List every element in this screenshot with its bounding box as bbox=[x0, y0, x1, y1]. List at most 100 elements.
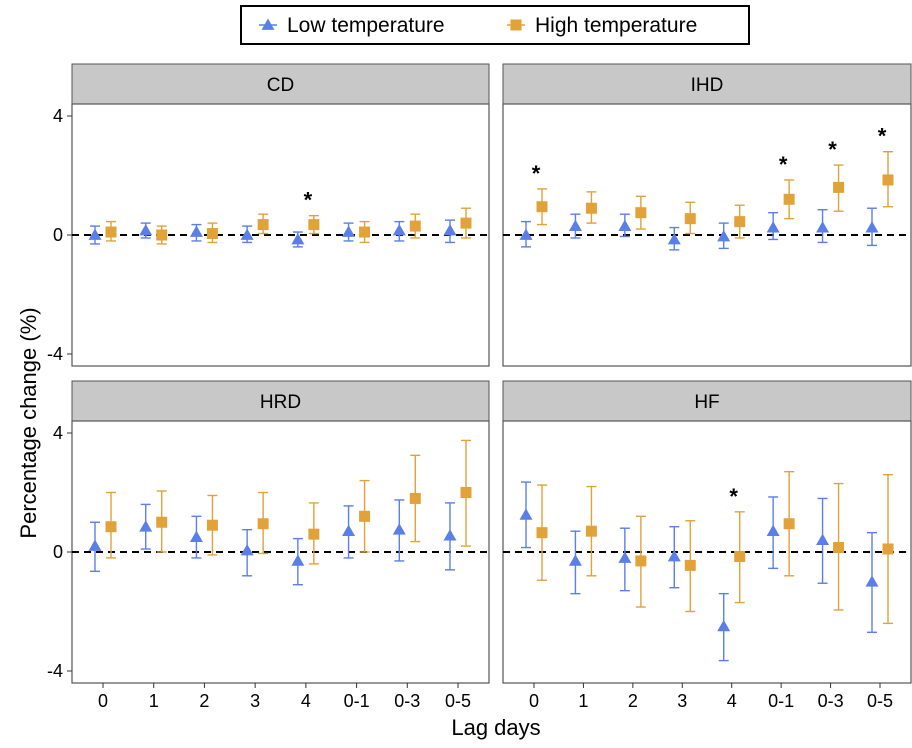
legend-entry: Low temperature bbox=[259, 14, 445, 37]
panel-ihd: IHD * * * * bbox=[502, 63, 912, 367]
x-tick-label: 1 bbox=[578, 691, 588, 711]
panel-title: IHD bbox=[691, 75, 724, 96]
data-point bbox=[618, 551, 632, 563]
data-point bbox=[257, 518, 269, 530]
significance-marker: * bbox=[878, 124, 887, 149]
data-point bbox=[618, 219, 632, 231]
x-tick-label: 0 bbox=[529, 691, 539, 711]
y-tick-label: -4 bbox=[47, 344, 63, 364]
data-point bbox=[783, 518, 795, 530]
data-point bbox=[409, 492, 421, 504]
data-point bbox=[635, 555, 647, 567]
data-point bbox=[684, 559, 696, 571]
legend-marker bbox=[510, 19, 522, 31]
significance-marker: * bbox=[828, 137, 837, 162]
y-tick-label: 0 bbox=[53, 225, 63, 245]
x-tick-label: 0-1 bbox=[344, 691, 370, 711]
series-high-temperature bbox=[536, 470, 894, 625]
data-point bbox=[717, 619, 731, 632]
y-axis-title: Percentage change (%) bbox=[16, 307, 41, 538]
data-point bbox=[585, 202, 597, 214]
data-point bbox=[519, 508, 533, 520]
data-point bbox=[766, 221, 780, 233]
data-point bbox=[684, 213, 696, 225]
significance-marker: * bbox=[729, 484, 738, 509]
x-tick-label: 4 bbox=[301, 691, 311, 711]
legend-label: High temperature bbox=[535, 14, 697, 37]
series-high-temperature bbox=[536, 150, 894, 239]
data-point bbox=[865, 575, 879, 587]
panel-hf: HF 0 1 2 3 4 0-1 0-3 0-5 * bbox=[502, 380, 912, 711]
panel-strip bbox=[71, 63, 490, 105]
significance-marker: * bbox=[779, 152, 788, 177]
data-point bbox=[88, 539, 102, 551]
series-high-temperature bbox=[105, 207, 472, 245]
series-low-temperature bbox=[88, 499, 457, 586]
data-point bbox=[635, 207, 647, 219]
data-point bbox=[882, 174, 894, 186]
data-point bbox=[536, 527, 548, 539]
data-point bbox=[667, 549, 681, 562]
data-point bbox=[189, 530, 203, 542]
data-point bbox=[460, 487, 472, 498]
significance-marker: * bbox=[532, 161, 541, 186]
data-point bbox=[342, 524, 356, 537]
data-point bbox=[156, 229, 168, 241]
data-point bbox=[568, 219, 582, 231]
y-tick-label: 4 bbox=[53, 423, 63, 443]
legend-label: Low temperature bbox=[287, 14, 445, 37]
data-point bbox=[291, 232, 305, 245]
data-point bbox=[308, 219, 320, 231]
x-tick-label: 2 bbox=[628, 691, 638, 711]
data-point bbox=[342, 225, 356, 237]
data-point bbox=[206, 228, 218, 240]
data-point bbox=[766, 524, 780, 537]
data-point bbox=[359, 510, 371, 522]
panel-title: CD bbox=[267, 75, 294, 96]
data-point bbox=[882, 543, 894, 555]
panel-hrd: HRD -4 0 4 0 1 2 3 4 0-1 0-3 0-5 bbox=[47, 380, 490, 711]
data-point bbox=[667, 232, 681, 245]
x-tick-label: 0-5 bbox=[867, 691, 893, 711]
panel-title: HF bbox=[694, 392, 719, 413]
y-tick-label: 4 bbox=[53, 106, 63, 126]
data-point bbox=[392, 224, 406, 236]
series-low-temperature bbox=[88, 219, 457, 248]
x-tick-label: 0 bbox=[98, 691, 108, 711]
panel-strip bbox=[502, 380, 912, 422]
series-low-temperature bbox=[519, 207, 879, 251]
data-point bbox=[240, 544, 254, 556]
legend-entry: High temperature bbox=[507, 14, 697, 37]
data-point bbox=[734, 550, 746, 562]
panel-strip bbox=[71, 380, 490, 422]
data-point bbox=[257, 219, 269, 231]
data-point bbox=[734, 216, 746, 228]
data-point bbox=[308, 528, 320, 540]
data-point bbox=[409, 220, 421, 232]
data-point bbox=[783, 193, 795, 205]
y-tick-label: 0 bbox=[53, 542, 63, 562]
data-point bbox=[105, 521, 117, 533]
series-low-temperature bbox=[519, 481, 879, 662]
data-point bbox=[460, 217, 472, 229]
data-point bbox=[519, 228, 533, 240]
data-point bbox=[139, 520, 153, 532]
data-point bbox=[392, 523, 406, 535]
data-point bbox=[105, 226, 117, 238]
legend: Low temperature High temperature bbox=[240, 5, 750, 45]
data-point bbox=[291, 554, 305, 566]
data-point bbox=[156, 516, 168, 528]
data-point bbox=[585, 525, 597, 537]
significance-marker: * bbox=[304, 188, 313, 213]
data-point bbox=[717, 229, 731, 242]
data-point bbox=[833, 542, 845, 554]
x-tick-label: 1 bbox=[149, 691, 159, 711]
x-tick-label: 0-1 bbox=[768, 691, 794, 711]
panel-cd: CD -4 0 4 * bbox=[47, 63, 490, 367]
x-tick-label: 3 bbox=[250, 691, 260, 711]
data-point bbox=[88, 228, 102, 240]
data-point bbox=[568, 554, 582, 566]
data-point bbox=[443, 529, 457, 541]
data-point bbox=[443, 224, 457, 236]
